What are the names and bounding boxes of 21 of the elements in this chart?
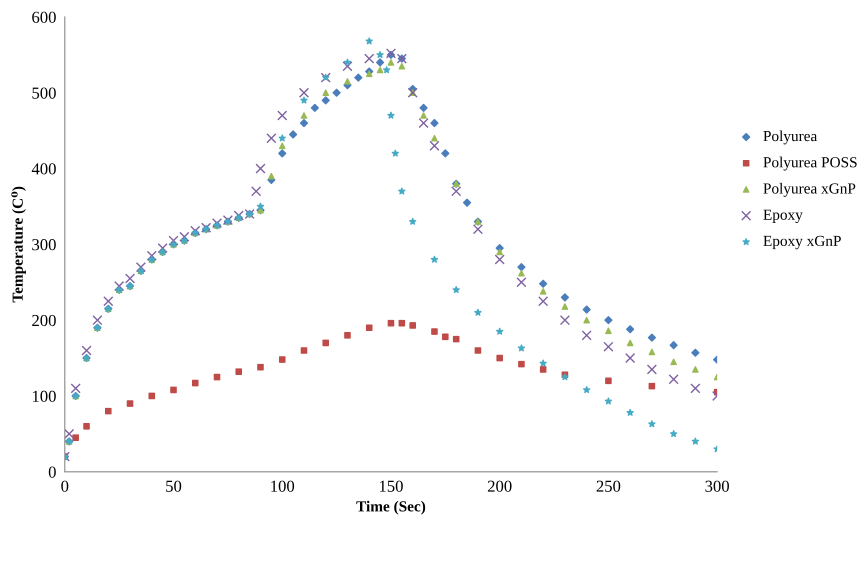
- legend-label: Polyurea POSS: [763, 156, 857, 171]
- y-tick-label: 100: [32, 390, 56, 402]
- y-tick-label: 200: [32, 314, 56, 326]
- legend-label: Epoxy: [763, 210, 803, 223]
- x-tick-label: 0: [61, 480, 68, 492]
- y-tick-label: 500: [32, 87, 56, 99]
- x-tick-label: 100: [271, 480, 294, 492]
- legend-label: Epoxy xGnP: [763, 236, 841, 250]
- y-tick-label: 400: [32, 163, 56, 175]
- x-tick-label: 300: [705, 480, 729, 492]
- y-tick-label: 300: [32, 239, 56, 250]
- y-axis-title: Temperature (C⁰): [11, 186, 26, 302]
- legend-label: Polyurea xGnP: [763, 182, 856, 197]
- x-axis-title: Time (Sec): [356, 500, 426, 515]
- x-tick-label: 50: [166, 480, 182, 492]
- x-tick-label: 200: [488, 480, 512, 492]
- x-tick-label: 150: [380, 480, 403, 492]
- legend-label: Polyurea: [763, 130, 818, 144]
- y-tick-label: 0: [48, 466, 56, 478]
- y-tick-label: 600: [32, 12, 56, 23]
- x-tick-label: 250: [596, 480, 620, 492]
